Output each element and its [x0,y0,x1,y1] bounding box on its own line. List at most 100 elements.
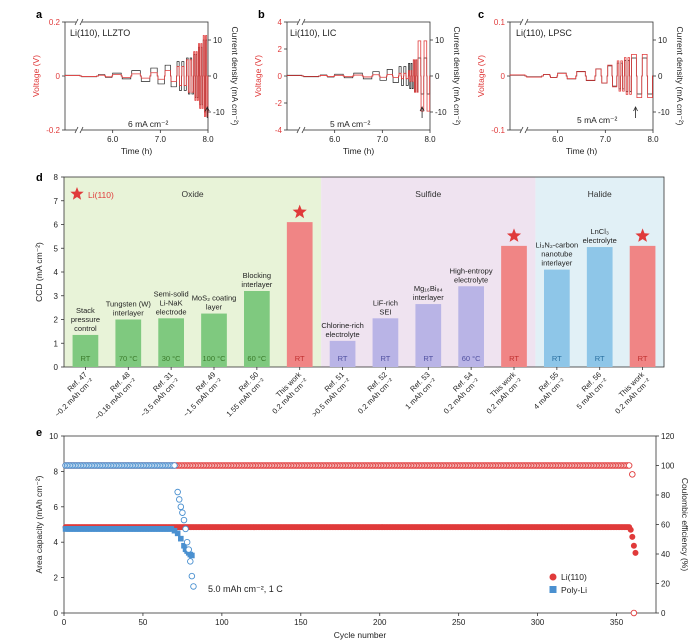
bar-description-label: Blocking [243,271,271,280]
poly-li-ce-point [185,546,192,553]
axis-break-mark [79,126,84,134]
x-tick-label: 8.0 [202,135,214,144]
y2-tick-label: -10 [658,108,670,117]
y-tick-label: 8 [54,173,59,182]
y-tick-label: 0 [54,363,59,372]
x-axis-label: Cycle number [334,630,387,640]
y-axis-label: Voltage (V) [476,55,486,97]
li-110--point [632,549,639,556]
poly-li-ce-point [175,496,183,503]
poly-li-ce-point [182,525,189,533]
y-tick-label: 0 [54,609,59,618]
y-tick-label: 8 [54,467,59,476]
legend-star-icon [70,187,84,200]
group-background [64,177,322,367]
y2-axis-label: Current density (mA cm⁻²) [675,27,685,126]
group-label: Oxide [181,189,203,199]
bar-description-label: electrolyte [583,236,617,245]
ccd-bar [244,291,270,367]
x-tick-label: 150 [294,618,308,627]
y2-axis-label: Current density (mA cm⁻²) [452,27,462,126]
poly-li-ce-point [183,538,191,546]
poly-li-ce-point [190,583,197,590]
this-work-star-icon [506,228,522,242]
annotation-arrowhead [204,106,210,112]
x-tick-label-group: Ref. 48~0.16 mAh cm⁻² [93,370,139,422]
ccd-bar [201,313,227,367]
bar-temperature-label: RT [338,354,348,363]
panel-d-star-legend: Li(110) [88,190,114,200]
poly-li-ce-point [177,503,185,511]
voltage-trace [64,35,209,117]
panel-b-chart: 6.0 7.0 8.0 Time (h) 4 2 0 -2 -4 Voltage (V) 10 0 -1… [253,18,462,156]
y2-tick-label: 0 [658,72,663,81]
x-tick-label: 7.0 [155,135,167,144]
x-tick-label: 7.0 [377,135,389,144]
this-work-star-icon [635,228,650,242]
bar-description-label: electrode [156,307,187,316]
bar-description-label: pressure [71,315,100,324]
axis-break-mask [521,19,527,25]
y-tick-label: 4 [54,268,59,277]
bar-description-label: interlayer [541,259,572,268]
legend-marker-polyli [549,586,557,593]
li-110-ce-point [630,609,638,617]
poly-li-point [171,527,178,534]
y-tick-label: 4 [54,538,59,547]
panel-label-d: d [36,172,43,184]
panel-c-chart: 6.0 7.0 8.0 Time (h) 0.1 0 -0.1 Voltage (V) 10 0 -… [476,18,685,156]
axis-break-mark [79,18,84,26]
voltage-trace [286,40,431,112]
axis-break-mark [296,18,301,26]
annotation-arrowhead [419,106,425,112]
axis-break-mask [76,19,82,25]
li-110--point [629,533,636,540]
x-tick-label: 7.0 [600,135,612,144]
bar-description-label: Mg₁₆Bi₈₄ [414,284,443,293]
poly-li-point [168,526,175,532]
x-tick-label: 250 [452,618,466,627]
y2-tick-label: 40 [661,550,670,559]
legend-marker-li110 [549,573,557,581]
bar-description-label: nanotube [541,250,572,259]
axis-break-mark [74,126,79,134]
bar-description-label: Li-NaK [160,298,183,307]
bar-temperature-label: 30 °C [162,354,181,363]
x-tick-label-group: Ref. 501.55 mAh cm⁻² [224,370,267,419]
y-tick-label: 10 [49,432,58,441]
y2-tick-label: 120 [661,432,675,441]
y2-tick-label: 0 [435,72,440,81]
panel-d-chart: Oxide Sulfide Halide 0 1 2 3 4 5 6 7 8 CCD (mA cm⁻²)… [34,173,665,422]
ccd-bar [115,319,142,367]
bar-description-label: interlayer [113,309,144,318]
poly-li-ce-point [187,558,194,565]
panel-e-annotation: 5.0 mAh cm⁻², 1 C [208,584,283,594]
y-tick-label: 7 [54,197,59,206]
panel-b-title: Li(110), LIC [290,28,337,38]
x-tick-label: 200 [373,618,387,627]
y2-tick-label: 10 [213,36,222,45]
poly-li-point [174,530,181,537]
x-tick-label: 6.0 [552,135,564,144]
x-tick-label-group: Ref. 554 mAh cm⁻² [532,370,567,411]
bar-description-label: Chlorine-rich [321,321,364,330]
panel-c-title: Li(110), LPSC [516,28,572,38]
legend-label-li110: Li(110) [561,572,587,582]
bar-temperature-label: RT [552,354,562,363]
bar-description-label: High-entropy [450,266,493,275]
x-tick-label: 8.0 [424,135,436,144]
y-tick-label: 4 [278,18,283,27]
y2-tick-label: 0 [213,72,218,81]
x-tick-label: 6.0 [329,135,341,144]
y-tick-label: 0 [278,72,283,81]
bar-description-label: interlayer [241,280,272,289]
ccd-bar [629,245,656,367]
y-tick-label: 3 [54,292,59,301]
y2-tick-label: 60 [661,521,670,530]
poly-li-ce-point [188,572,196,580]
y-tick-label: 2 [278,45,283,54]
poly-li-point [178,535,184,542]
x-tick-label-group: Ref. 31~3.5 mAh cm⁻² [139,370,182,419]
